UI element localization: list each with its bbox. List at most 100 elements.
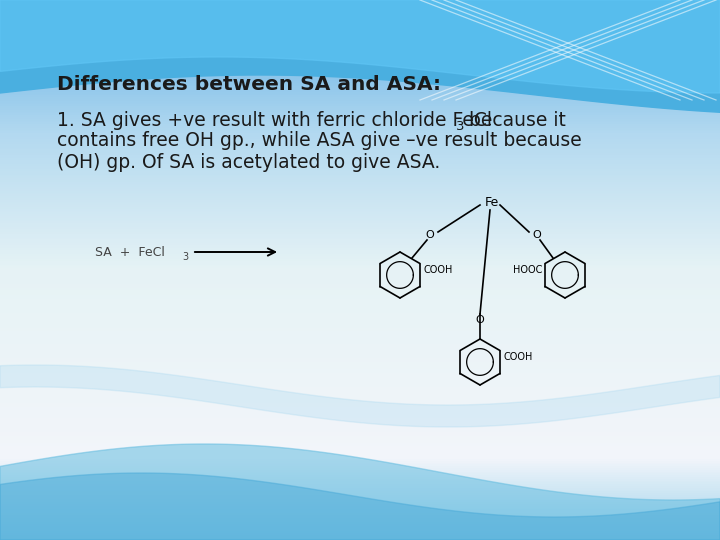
Bar (0, 348, 720, 351)
Bar (0, 26, 720, 29)
Bar (0, 82, 720, 85)
Bar (0, 3, 720, 5)
Bar (0, 474, 720, 477)
Bar (0, 49, 720, 52)
Bar (0, 235, 720, 238)
Bar (0, 188, 720, 191)
Bar (0, 284, 720, 286)
Bar (0, 168, 720, 171)
Bar (0, 404, 720, 407)
Bar (0, 1, 720, 4)
Bar (0, 152, 720, 155)
Bar (0, 278, 720, 281)
Bar (0, 116, 720, 119)
Bar (0, 392, 720, 394)
Bar (0, 33, 720, 36)
Bar (0, 224, 720, 227)
Bar (0, 510, 720, 513)
Bar (0, 30, 720, 32)
Text: O: O (426, 230, 434, 240)
Bar (0, 75, 720, 77)
Bar (0, 51, 720, 54)
Bar (0, 443, 720, 447)
Bar (0, 424, 720, 427)
Bar (0, 244, 720, 247)
Bar (0, 305, 720, 308)
Bar (0, 460, 720, 463)
Bar (0, 112, 720, 115)
Bar (0, 375, 720, 378)
Bar (0, 497, 720, 501)
Bar (0, 154, 720, 157)
Bar (0, 273, 720, 275)
Bar (0, 489, 720, 491)
Bar (0, 148, 720, 151)
Bar (0, 85, 720, 88)
Bar (0, 55, 720, 58)
Bar (0, 507, 720, 509)
Bar (0, 397, 720, 400)
Bar (0, 521, 720, 524)
Bar (0, 526, 720, 529)
Bar (0, 179, 720, 182)
Bar (0, 105, 720, 108)
Bar (0, 271, 720, 274)
Bar (0, 184, 720, 187)
Bar (0, 195, 720, 198)
Bar (0, 17, 720, 20)
Bar (0, 118, 720, 120)
Text: COOH: COOH (503, 352, 532, 362)
Bar (0, 103, 720, 106)
Bar (0, 366, 720, 369)
Bar (0, 467, 720, 470)
Bar (0, 470, 720, 474)
Bar (0, 483, 720, 486)
Bar (0, 31, 720, 34)
Bar (0, 395, 720, 398)
Bar (0, 48, 720, 50)
Bar (0, 14, 720, 16)
Bar (0, 109, 720, 112)
Bar (0, 438, 720, 441)
Bar (0, 192, 720, 194)
Bar (0, 427, 720, 430)
Bar (0, 517, 720, 520)
Bar (0, 157, 720, 160)
Bar (0, 87, 720, 90)
Bar (0, 487, 720, 490)
Bar (0, 431, 720, 434)
Bar (0, 361, 720, 363)
Bar (0, 508, 720, 511)
Bar (0, 519, 720, 522)
Bar (0, 150, 720, 153)
Text: Differences between SA and ASA:: Differences between SA and ASA: (57, 76, 441, 94)
Bar (0, 91, 720, 93)
Bar (0, 132, 720, 135)
Bar (0, 53, 720, 56)
Text: COOH: COOH (423, 265, 452, 275)
Bar (0, 231, 720, 234)
Bar (0, 249, 720, 252)
Bar (0, 98, 720, 101)
Bar (0, 523, 720, 525)
Bar (0, 312, 720, 315)
Bar (0, 524, 720, 528)
Bar (0, 211, 720, 214)
Bar (0, 379, 720, 382)
Bar (0, 238, 720, 241)
Bar (0, 485, 720, 488)
Bar (0, 217, 720, 220)
Bar (0, 335, 720, 339)
Bar (0, 119, 720, 123)
Bar (0, 289, 720, 292)
Bar (0, 227, 720, 231)
Bar (0, 372, 720, 374)
Bar (0, 129, 720, 131)
Bar (0, 177, 720, 180)
Bar (0, 107, 720, 110)
Bar (0, 24, 720, 27)
Bar (0, 420, 720, 423)
Bar (0, 413, 720, 416)
Bar (0, 411, 720, 414)
Bar (0, 402, 720, 405)
